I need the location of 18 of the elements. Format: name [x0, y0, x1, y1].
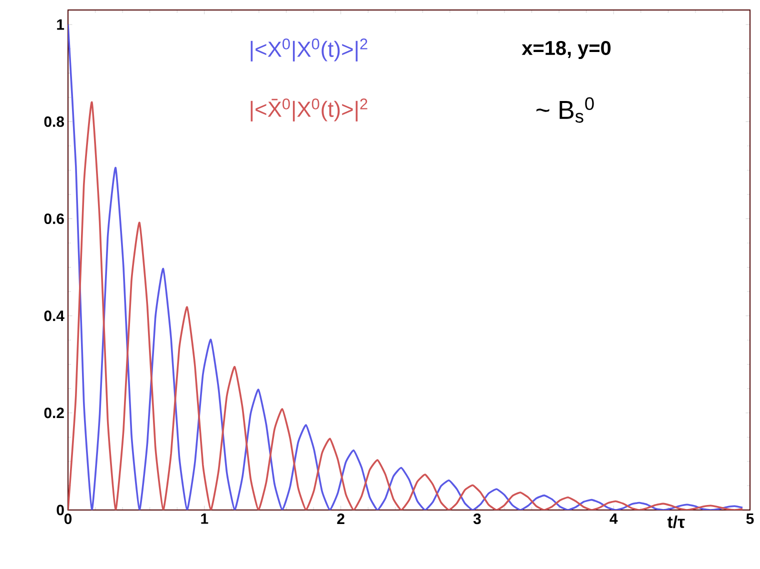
x-tick-label: 0: [64, 514, 72, 524]
x-tick-label: 5: [746, 514, 754, 524]
y-tick-label: 0.8: [44, 116, 64, 127]
y-tick-label: 1: [57, 19, 64, 30]
annotation: ~ B$_{s}$0: [536, 97, 594, 123]
x-axis-title: t/τ: [667, 516, 685, 528]
text: |<X$^{0}$|X$^{0}$(t)>|$^{2}$: [250, 38, 368, 62]
y-tick-label: 0.2: [44, 408, 64, 418]
x-tick-label: 1: [201, 514, 208, 524]
x-tick-label: 3: [473, 514, 481, 524]
y-tick-label: 0.4: [44, 310, 64, 322]
x-tick-label: 2: [337, 514, 344, 524]
line-series: [68, 24, 744, 510]
y-tick-label: 0: [56, 504, 64, 516]
x-tick-label: 4: [610, 514, 618, 524]
y-tick-label: 0.6: [44, 213, 64, 224]
annotation: x=18, y=0: [522, 40, 611, 60]
text: |<X̄$^{0}$|X$^{0}$(t)>|$^{2}$: [250, 98, 368, 122]
